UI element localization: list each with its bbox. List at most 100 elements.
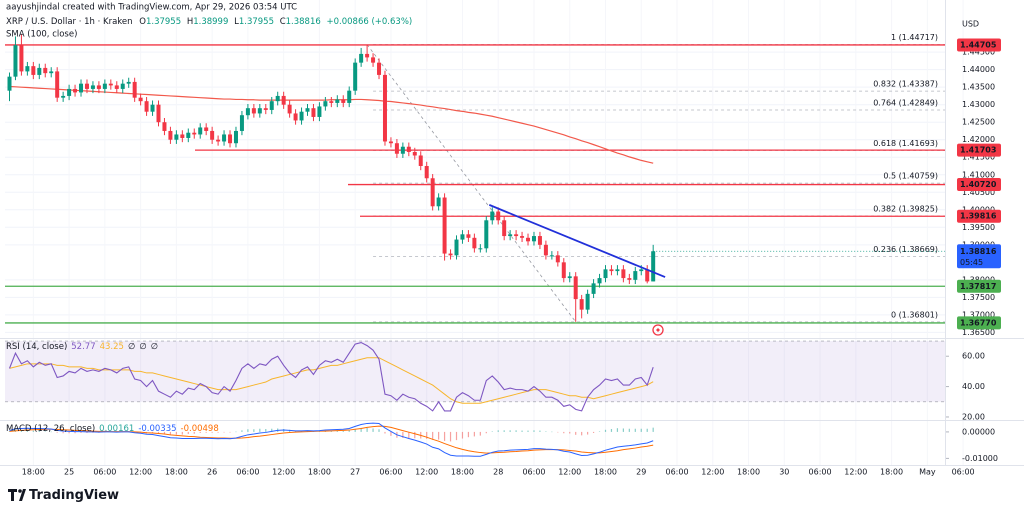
- candle-body: [180, 134, 185, 138]
- price-change: +0.00866 (+0.63%): [326, 17, 412, 27]
- candle-body: [597, 278, 602, 284]
- x-tick-label: 06:00: [665, 468, 688, 477]
- candle-body: [555, 255, 560, 263]
- macd-histogram-bar: [491, 431, 493, 432]
- candle-body: [144, 101, 149, 112]
- candle-body: [90, 85, 95, 89]
- candle-body: [460, 234, 465, 240]
- rsi-extra: ∅: [128, 342, 135, 352]
- macd-line: [9, 422, 654, 457]
- candle-body: [466, 234, 471, 238]
- candle-body: [84, 83, 89, 89]
- fib-label: 0.618 (1.41693): [873, 139, 938, 148]
- macd-histogram-bar: [20, 430, 23, 432]
- countdown: 05:45: [960, 258, 983, 267]
- candle-body: [257, 108, 262, 114]
- y-tick-label: 1.42500: [962, 118, 995, 127]
- macd-histogram-bar: [634, 428, 636, 432]
- macd-signal-line: [9, 425, 654, 454]
- rsi-extra: ∅: [139, 342, 146, 352]
- x-tick-label: 25: [64, 468, 74, 477]
- y-tick-label: 1.43500: [962, 83, 995, 92]
- fib-diagonal: [366, 44, 577, 323]
- macd-histogram-bar: [545, 431, 547, 432]
- macd-histogram-bar: [336, 430, 338, 432]
- price-axis: 1.44500 1.44000 1.43500 1.43000 1.42500 1.420…: [22, 38, 1001, 477]
- rsi-name: RSI (14, close): [6, 342, 67, 352]
- macd-histogram-bar: [408, 431, 410, 439]
- ohlc-value: 1.37955: [146, 17, 181, 27]
- candle-body: [394, 143, 399, 154]
- currency: USD: [962, 20, 979, 29]
- candle-body: [281, 95, 286, 105]
- candle-body: [61, 95, 66, 98]
- fib-label: 0.236 (1.38669): [873, 245, 938, 254]
- candle-body: [490, 211, 495, 221]
- x-tick-label: 29: [636, 468, 646, 477]
- macd-histogram-bar: [360, 427, 362, 432]
- candle-body: [561, 262, 566, 279]
- candle-body: [299, 111, 304, 121]
- macd-histogram-bar: [86, 431, 88, 433]
- candle-body: [609, 269, 614, 272]
- macd-histogram-bar: [527, 430, 529, 432]
- candle-body: [43, 67, 48, 74]
- x-tick-label: 18:00: [880, 468, 903, 477]
- candle-body: [388, 141, 393, 144]
- candle-body: [537, 236, 542, 245]
- candle-body: [228, 134, 233, 144]
- macd-histogram-bar: [342, 430, 344, 432]
- macd-histogram-bar: [56, 431, 58, 433]
- candle-body: [448, 253, 453, 256]
- x-tick-label: 06:00: [952, 468, 975, 477]
- x-tick-label: 06:00: [236, 468, 259, 477]
- x-tick-label: 12:00: [272, 468, 295, 477]
- macd-histogram-bar: [253, 429, 255, 432]
- macd-histogram-bar: [432, 431, 434, 440]
- fib-label: 1 (1.44717): [891, 33, 938, 42]
- candle-body: [341, 99, 346, 103]
- candle-body: [633, 271, 638, 280]
- macd-histogram-bar: [68, 431, 70, 434]
- last-price-box: [957, 244, 1001, 269]
- macd-histogram-bar: [592, 431, 595, 433]
- candle-body: [186, 132, 191, 138]
- x-tick-label: 18:00: [165, 468, 188, 477]
- candle-body: [651, 251, 656, 282]
- candle-body: [245, 108, 250, 116]
- x-tick-label: 12:00: [701, 468, 724, 477]
- last-price-label: 1.38816: [960, 247, 997, 256]
- x-tick-label: 06:00: [522, 468, 545, 477]
- macd-histogram-bar: [372, 428, 374, 432]
- macd-histogram-bar: [181, 431, 183, 435]
- x-tick-label: 18:00: [594, 468, 617, 477]
- macd-histogram-bar: [646, 428, 648, 432]
- rsi-ma-value: 43.25: [100, 342, 124, 352]
- level-price-box: [957, 38, 1001, 52]
- level-price-box: [957, 279, 1001, 293]
- logo-dot: [18, 489, 22, 493]
- macd-histogram-bar: [390, 431, 392, 436]
- candle-body: [502, 220, 507, 237]
- candle-body: [359, 53, 364, 63]
- x-tick-label: 28: [493, 468, 503, 477]
- candle-body: [615, 269, 620, 272]
- macd-histogram-bar: [652, 427, 654, 432]
- macd-histogram-bar: [604, 429, 607, 432]
- macd-histogram-bar: [289, 429, 291, 432]
- rsi-value: 52.77: [71, 342, 95, 352]
- candle-body: [573, 276, 578, 300]
- candle-body: [49, 71, 54, 74]
- macd-histogram-bar: [575, 431, 577, 435]
- macd-histogram-bar: [271, 428, 273, 432]
- candle-body: [526, 237, 531, 242]
- y-tick-label: 1.40500: [962, 188, 995, 197]
- candle-body: [442, 197, 447, 254]
- macd-histogram-bar: [8, 431, 11, 432]
- candle-body: [233, 130, 238, 144]
- candle-body: [251, 108, 256, 114]
- macd-histogram-bar: [247, 429, 249, 432]
- macd-histogram-bar: [414, 431, 416, 439]
- alert-circle: [652, 324, 664, 336]
